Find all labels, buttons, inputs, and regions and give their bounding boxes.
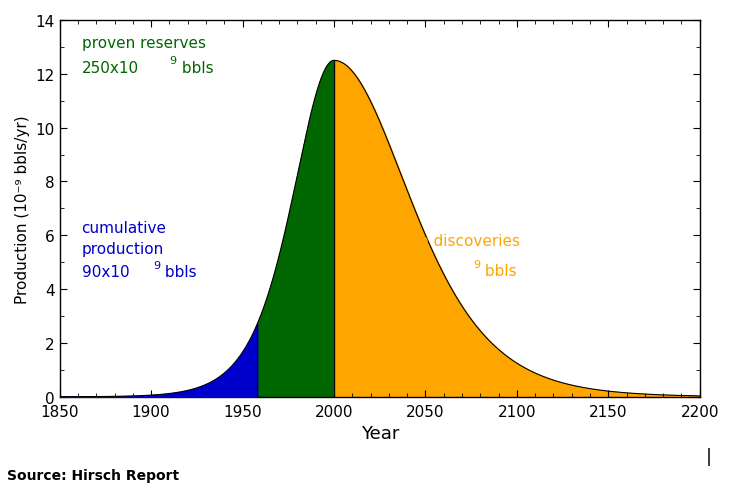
Text: bbls: bbls [480,263,517,278]
Text: Source: Hirsch Report: Source: Hirsch Report [7,468,180,482]
Text: 90x10: 90x10 [81,265,129,280]
Y-axis label: Production (10⁻⁹ bbls/yr): Production (10⁻⁹ bbls/yr) [15,115,30,303]
Text: proven reserves: proven reserves [81,36,206,51]
X-axis label: Year: Year [360,424,399,442]
Text: bbls: bbls [177,60,214,76]
Text: 9: 9 [473,259,480,269]
Text: 250x10: 250x10 [81,60,139,76]
Text: 9: 9 [170,56,176,66]
Text: Future discoveries: Future discoveries [379,234,520,249]
Text: bbls: bbls [160,265,197,280]
Text: 9: 9 [153,260,160,271]
Text: |: | [705,447,711,465]
Text: production: production [81,242,164,257]
Text: 910x10: 910x10 [379,263,437,278]
Text: cumulative: cumulative [81,220,167,235]
